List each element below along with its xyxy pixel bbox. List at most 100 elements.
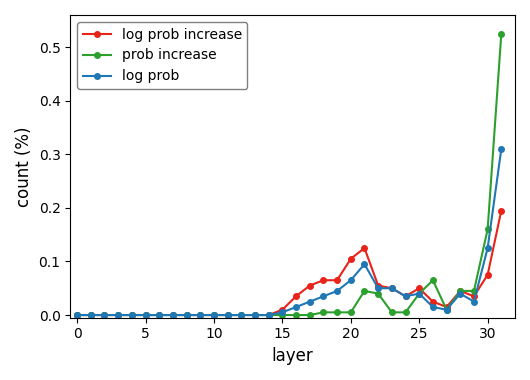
log prob xyxy=(115,313,121,317)
X-axis label: layer: layer xyxy=(272,347,314,365)
prob increase xyxy=(361,289,368,293)
Line: prob increase: prob increase xyxy=(74,31,504,318)
log prob increase xyxy=(101,313,108,317)
prob increase xyxy=(484,227,491,231)
log prob xyxy=(348,278,354,282)
log prob xyxy=(143,313,149,317)
Line: log prob: log prob xyxy=(74,146,504,318)
log prob increase xyxy=(471,294,477,299)
log prob increase xyxy=(211,313,217,317)
log prob increase xyxy=(348,256,354,261)
log prob increase xyxy=(402,294,409,299)
log prob xyxy=(183,313,190,317)
prob increase xyxy=(348,310,354,315)
prob increase xyxy=(279,313,286,317)
log prob increase xyxy=(416,286,422,291)
log prob increase xyxy=(375,283,382,288)
prob increase xyxy=(225,313,231,317)
log prob increase xyxy=(334,278,340,282)
Y-axis label: count (%): count (%) xyxy=(15,126,33,207)
prob increase xyxy=(183,313,190,317)
log prob increase xyxy=(498,208,505,213)
log prob increase xyxy=(430,299,436,304)
prob increase xyxy=(402,310,409,315)
log prob xyxy=(211,313,217,317)
log prob xyxy=(156,313,162,317)
log prob xyxy=(388,286,395,291)
prob increase xyxy=(170,313,176,317)
prob increase xyxy=(334,310,340,315)
log prob increase xyxy=(156,313,162,317)
prob increase xyxy=(197,313,204,317)
log prob increase xyxy=(306,283,313,288)
Legend: log prob increase, prob increase, log prob: log prob increase, prob increase, log pr… xyxy=(77,22,248,89)
log prob xyxy=(471,299,477,304)
prob increase xyxy=(74,313,81,317)
prob increase xyxy=(306,313,313,317)
log prob xyxy=(457,291,463,296)
prob increase xyxy=(129,313,135,317)
prob increase xyxy=(457,289,463,293)
log prob increase xyxy=(170,313,176,317)
log prob increase xyxy=(225,313,231,317)
log prob increase xyxy=(87,313,94,317)
log prob increase xyxy=(293,294,299,299)
prob increase xyxy=(430,278,436,282)
Line: log prob increase: log prob increase xyxy=(74,208,504,318)
prob increase xyxy=(101,313,108,317)
prob increase xyxy=(143,313,149,317)
prob increase xyxy=(498,32,505,36)
log prob increase xyxy=(457,289,463,293)
log prob increase xyxy=(361,246,368,250)
log prob increase xyxy=(129,313,135,317)
log prob xyxy=(238,313,244,317)
log prob xyxy=(444,307,450,312)
prob increase xyxy=(375,291,382,296)
log prob xyxy=(293,305,299,309)
prob increase xyxy=(320,310,326,315)
prob increase xyxy=(293,313,299,317)
log prob xyxy=(279,310,286,315)
prob increase xyxy=(115,313,121,317)
log prob xyxy=(375,286,382,291)
log prob xyxy=(361,262,368,266)
log prob xyxy=(87,313,94,317)
log prob xyxy=(197,313,204,317)
log prob increase xyxy=(388,286,395,291)
prob increase xyxy=(87,313,94,317)
log prob xyxy=(430,305,436,309)
log prob xyxy=(402,294,409,299)
prob increase xyxy=(211,313,217,317)
log prob xyxy=(252,313,258,317)
log prob increase xyxy=(183,313,190,317)
log prob increase xyxy=(266,313,272,317)
log prob xyxy=(306,299,313,304)
log prob xyxy=(484,246,491,250)
log prob xyxy=(101,313,108,317)
log prob increase xyxy=(320,278,326,282)
log prob xyxy=(334,289,340,293)
log prob xyxy=(225,313,231,317)
prob increase xyxy=(238,313,244,317)
log prob xyxy=(416,291,422,296)
prob increase xyxy=(252,313,258,317)
prob increase xyxy=(388,310,395,315)
log prob xyxy=(74,313,81,317)
log prob increase xyxy=(197,313,204,317)
log prob increase xyxy=(279,307,286,312)
prob increase xyxy=(156,313,162,317)
log prob increase xyxy=(143,313,149,317)
prob increase xyxy=(444,307,450,312)
log prob increase xyxy=(444,305,450,309)
prob increase xyxy=(266,313,272,317)
log prob increase xyxy=(484,272,491,277)
log prob xyxy=(170,313,176,317)
log prob xyxy=(320,294,326,299)
log prob increase xyxy=(74,313,81,317)
log prob increase xyxy=(252,313,258,317)
prob increase xyxy=(471,289,477,293)
log prob xyxy=(266,313,272,317)
log prob xyxy=(498,147,505,151)
log prob xyxy=(129,313,135,317)
prob increase xyxy=(416,291,422,296)
